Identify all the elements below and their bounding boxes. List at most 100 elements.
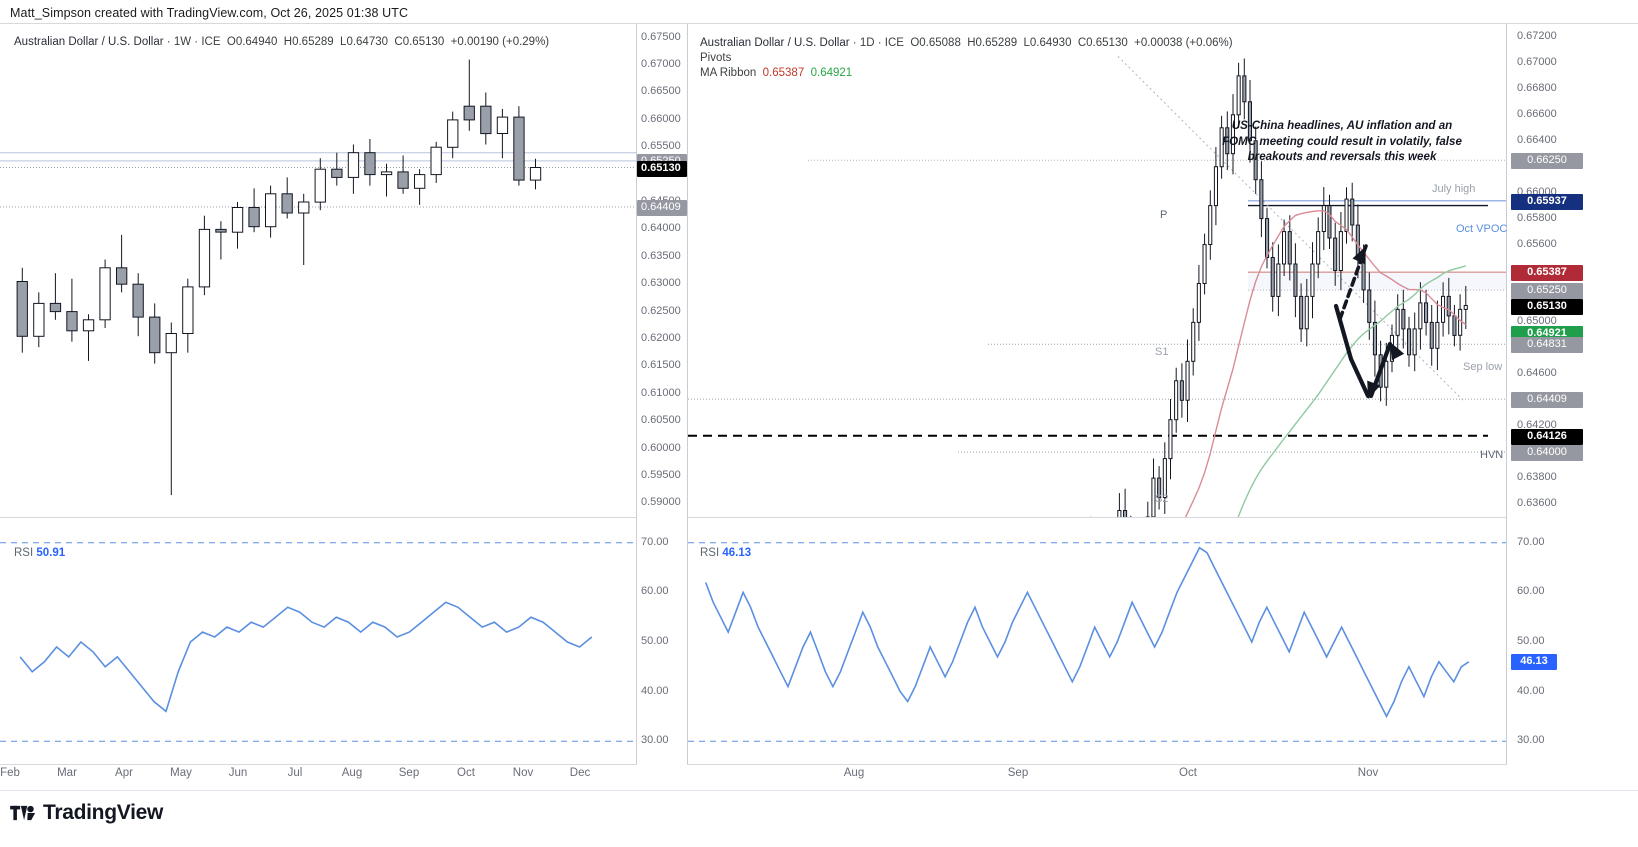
charts-container: Australian Dollar / U.S. Dollar · 1W · I… — [0, 23, 1638, 766]
right-chart-legend: Australian Dollar / U.S. Dollar · 1D · I… — [700, 36, 1233, 81]
right-daily-price-pane[interactable] — [688, 24, 1506, 517]
tradingview-brand[interactable]: TradingView — [10, 801, 163, 825]
time-axis-label-left: Nov — [512, 767, 534, 779]
left-axis-tick: 0.59500 — [641, 469, 681, 481]
time-axis-label-left: Oct — [457, 767, 475, 779]
left-high: H0.65289 — [283, 36, 334, 48]
time-axis-label-right: Aug — [843, 767, 865, 779]
time-axis-label-left: Feb — [0, 767, 20, 779]
right-axis-tick: 0.66800 — [1517, 82, 1557, 94]
time-axis-label-right: Nov — [1357, 767, 1379, 779]
july-high-label: July high — [1432, 183, 1476, 195]
time-axis-label-left: Sep — [398, 767, 420, 779]
oct-vpoc-label: Oct VPOC — [1456, 223, 1508, 235]
right-rsi-tick: 60.00 — [1517, 585, 1545, 597]
right-rsi-label: RSI — [700, 547, 720, 559]
right-daily-candles — [688, 56, 1506, 517]
right-ma-slow-value: 0.64921 — [810, 67, 853, 79]
right-axis-price-badge[interactable]: 0.64409 — [1511, 392, 1583, 408]
left-symbol: Australian Dollar / U.S. Dollar — [14, 36, 164, 48]
footer: TradingView — [0, 793, 1638, 847]
right-ma-fast-value: 0.65387 — [762, 67, 805, 79]
time-axis[interactable]: Feb Mar Apr May Jun Jul Aug Sep Oct Nov Dec Aug Sep O… — [0, 765, 1638, 791]
right-axis-tick: 0.65600 — [1517, 238, 1557, 250]
right-axis-tick: 0.63800 — [1517, 471, 1557, 483]
right-close: C0.65130 — [1077, 37, 1128, 49]
sep-low-label: Sep low — [1463, 361, 1503, 373]
left-pane-hsplit — [0, 517, 636, 518]
right-axis-price-badge[interactable]: 0.65937 — [1511, 194, 1583, 210]
left-rsi-tick: 30.00 — [641, 734, 669, 746]
credit-line: Matt_Simpson created with TradingView.co… — [10, 6, 409, 20]
left-rsi-legend: RSI 50.91 — [14, 547, 65, 559]
right-rsi-pane[interactable] — [688, 518, 1506, 766]
left-axis-tick: 0.66500 — [641, 85, 681, 97]
left-rsi-value: 50.91 — [36, 547, 66, 559]
right-study-pivots[interactable]: Pivots — [700, 52, 732, 64]
right-axis-price-badge[interactable]: 0.66250 — [1511, 153, 1583, 169]
pivot-s1-label: S1 — [1155, 346, 1169, 358]
right-rsi-legend: RSI 46.13 — [700, 547, 751, 559]
left-axis-tick: 0.64000 — [641, 222, 681, 234]
left-price-axis[interactable]: 0.675000.670000.665000.660000.655000.650… — [637, 24, 687, 766]
right-sep1: · — [852, 37, 857, 49]
left-sep2: · — [194, 36, 199, 48]
pivot-p-label: P — [1160, 209, 1168, 221]
left-axis-price-badge[interactable]: 0.65130 — [637, 161, 687, 177]
right-axis-tick: 0.67000 — [1517, 56, 1557, 68]
right-rsi-value: 46.13 — [722, 547, 752, 559]
time-axis-label-left: Dec — [569, 767, 591, 779]
right-high: H0.65289 — [967, 37, 1018, 49]
left-axis-tick: 0.60500 — [641, 414, 681, 426]
right-exchange: ICE — [884, 37, 904, 49]
left-sep1: · — [166, 36, 171, 48]
right-axis-tick: 0.63600 — [1517, 497, 1557, 509]
right-study-ma-ribbon[interactable]: MA Ribbon 0.65387 0.64921 — [700, 66, 1233, 81]
right-price-axis[interactable]: 0.67200 0.67000 0.66800 0.66600 0.66400 0.662… — [1507, 24, 1638, 766]
right-axis-price-badge[interactable]: 0.64126 — [1511, 429, 1583, 445]
left-change: +0.00190 (+0.29%) — [450, 36, 550, 48]
right-axis-tick: 0.65000 — [1517, 315, 1557, 327]
right-rsi-badge[interactable]: 46.13 — [1511, 654, 1557, 670]
left-rsi-tick: 60.00 — [641, 585, 669, 597]
time-axis-label-left: Jul — [287, 767, 303, 779]
right-pane-hsplit — [688, 517, 1506, 518]
left-axis-tick: 0.62500 — [641, 305, 681, 317]
left-axis-tick: 0.62000 — [641, 332, 681, 344]
right-axis-price-badge[interactable]: 0.65250 — [1511, 283, 1583, 299]
left-rsi-pane[interactable] — [0, 518, 636, 766]
right-axis-tick: 0.67200 — [1517, 30, 1557, 42]
right-axis-tick: 0.64600 — [1517, 367, 1557, 379]
right-open: O0.65088 — [910, 37, 961, 49]
left-axis-tick: 0.63500 — [641, 250, 681, 262]
right-change: +0.00038 (+0.06%) — [1134, 37, 1233, 49]
right-axis-price-badge[interactable]: 0.64831 — [1511, 337, 1583, 353]
chart-annotation-note: US-China headlines, AU inflation and an … — [1222, 119, 1462, 163]
pivot-s2-label: S2 — [1155, 493, 1169, 505]
tradingview-logo-icon — [10, 803, 36, 823]
hvn-label: HVN — [1480, 449, 1504, 461]
right-rsi-tick: 70.00 — [1517, 536, 1545, 548]
right-rsi-tick: 40.00 — [1517, 685, 1545, 697]
right-axis-price-badge[interactable]: 0.65387 — [1511, 265, 1583, 281]
right-rsi-plot — [688, 542, 1506, 742]
time-axis-label-left: Apr — [115, 767, 133, 779]
left-weekly-candles — [0, 59, 636, 496]
right-timeframe: 1D — [859, 37, 875, 49]
left-rsi-tick: 70.00 — [641, 536, 669, 548]
left-axis-tick: 0.67500 — [641, 31, 681, 43]
left-rsi-label: RSI — [14, 547, 34, 559]
right-axis-tick: 0.65800 — [1517, 212, 1557, 224]
right-axis-price-badge[interactable]: 0.64000 — [1511, 445, 1583, 461]
pane-divider-right — [687, 24, 688, 764]
time-axis-label-right: Oct — [1179, 767, 1197, 779]
right-axis-price-badge[interactable]: 0.65130 — [1511, 299, 1583, 315]
left-axis-price-badge[interactable]: 0.64409 — [637, 200, 687, 216]
left-low: L0.64730 — [340, 36, 389, 48]
left-weekly-price-pane[interactable] — [0, 24, 636, 517]
left-axis-tick: 0.65500 — [641, 140, 681, 152]
right-price-axis-divider — [1506, 24, 1507, 764]
left-rsi-tick: 50.00 — [641, 635, 669, 647]
left-rsi-plot — [0, 542, 636, 742]
time-axis-label-left: May — [170, 767, 192, 779]
